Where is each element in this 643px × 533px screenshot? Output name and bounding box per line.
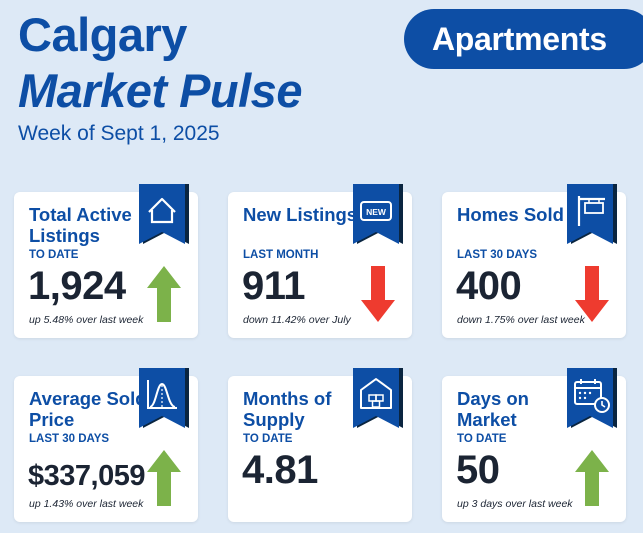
property-type-label: Apartments: [432, 21, 607, 57]
ribbon-badge: [567, 368, 617, 432]
card-title: Total Active Listings: [29, 204, 132, 246]
card-average-sold-price: Average Sold Price LAST 30 DAYS $337,059…: [14, 368, 198, 522]
card-title: Average Sold Price: [29, 388, 147, 430]
ribbon-badge: [139, 368, 189, 432]
down-arrow-icon: [361, 266, 395, 322]
card-change-note: up 5.48% over last week: [29, 314, 144, 326]
card-change-note: down 1.75% over last week: [457, 314, 585, 326]
ribbon-badge: [139, 184, 189, 248]
up-arrow-icon: [147, 266, 181, 322]
card-change-note: down 11.42% over July: [243, 314, 351, 326]
card-title: New Listings: [243, 204, 358, 225]
card-value: $337,059: [28, 460, 145, 492]
card-months-of-supply: Months of Supply TO DATE 4.81: [228, 368, 412, 522]
card-period: TO DATE: [29, 249, 79, 261]
card-value: 911: [242, 264, 306, 308]
card-title: Homes Sold: [457, 204, 564, 225]
ribbon-badge: NEW: [353, 184, 403, 248]
sign-post-icon: [577, 196, 605, 226]
card-period: LAST 30 DAYS: [457, 249, 538, 261]
card-value: 1,924: [28, 264, 126, 308]
card-title: Days on Market: [457, 388, 529, 430]
ribbon-badge: [353, 368, 403, 432]
title-city: Calgary: [18, 8, 187, 61]
card-days-on-market: Days on Market TO DATE 50 up 3 days over…: [442, 368, 626, 522]
card-period: LAST MONTH: [243, 249, 319, 261]
card-value: 4.81: [242, 448, 318, 492]
card-change-note: up 3 days over last week: [457, 498, 573, 510]
card-value: 400: [456, 264, 522, 308]
ribbon-badge: [567, 184, 617, 248]
calendar-clock-icon: [574, 379, 610, 413]
bell-curve-chart-icon: [147, 380, 177, 409]
card-homes-sold: Homes Sold LAST 30 DAYS 400 down 1.75% o…: [442, 184, 626, 338]
card-period: LAST 30 DAYS: [29, 433, 110, 445]
up-arrow-icon: [147, 450, 181, 506]
warehouse-icon: [360, 378, 392, 409]
down-arrow-icon: [575, 266, 609, 322]
card-period: TO DATE: [243, 433, 293, 445]
card-value: 50: [456, 448, 500, 492]
new-tag-label: NEW: [366, 207, 387, 217]
card-total-active-listings: Total Active Listings TO DATE 1,924 up 5…: [14, 184, 198, 338]
card-period: TO DATE: [457, 433, 507, 445]
new-tag-icon: NEW: [360, 201, 392, 221]
title-market-pulse: Market Pulse: [18, 64, 302, 117]
card-title: Months of Supply: [243, 388, 332, 430]
week-subtitle: Week of Sept 1, 2025: [18, 122, 220, 145]
card-new-listings: NEW New Listings LAST MONTH 911 down 11.…: [228, 184, 412, 338]
up-arrow-icon: [575, 450, 609, 506]
property-type-badge: Apartments: [404, 9, 643, 69]
house-icon: [148, 197, 176, 224]
card-change-note: up 1.43% over last week: [29, 498, 144, 510]
